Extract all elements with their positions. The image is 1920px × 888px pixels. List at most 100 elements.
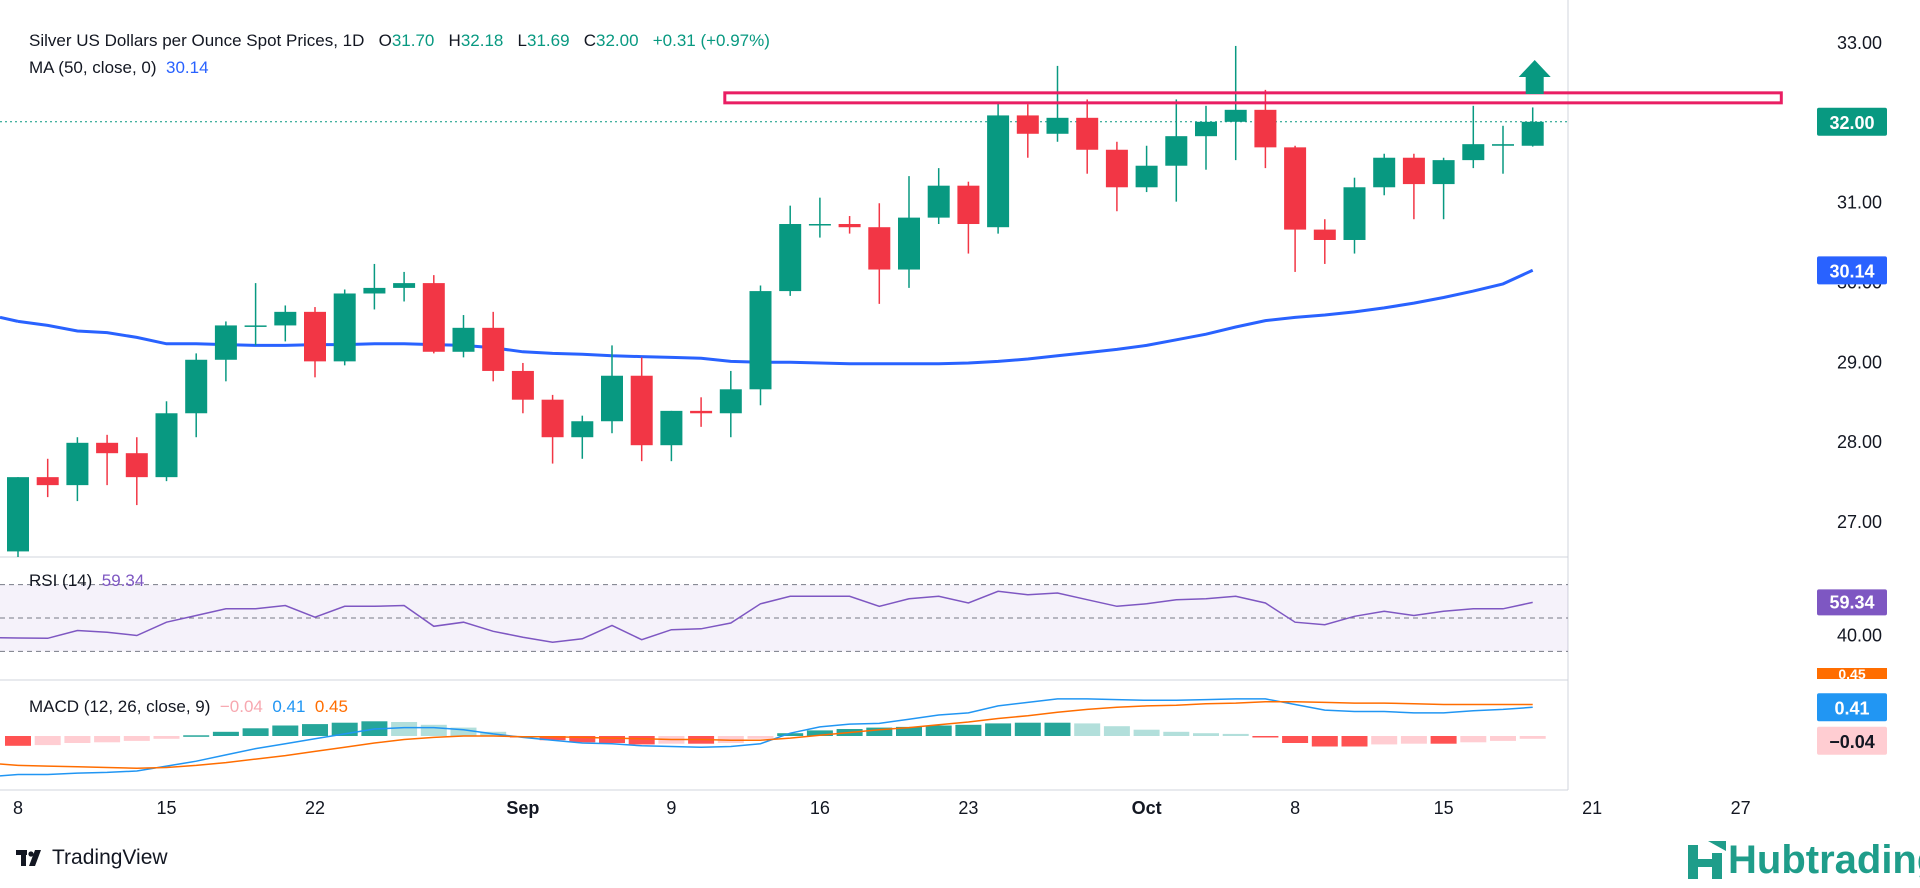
macd-hist-bar bbox=[1519, 736, 1546, 739]
price-tick-label: 28.00 bbox=[1837, 432, 1882, 452]
rsi-line bbox=[17, 590, 1533, 643]
candle-body bbox=[1135, 165, 1158, 188]
high-value: 32.18 bbox=[460, 31, 504, 50]
candle-body bbox=[987, 115, 1010, 228]
macd-legend: MACD (12, 26, close, 9) −0.04 0.41 0.45 bbox=[29, 697, 348, 717]
candle-body bbox=[660, 410, 683, 446]
candle-body bbox=[749, 291, 772, 390]
x-tick-label: 22 bbox=[305, 798, 325, 818]
macd-hist-bar bbox=[242, 728, 269, 736]
ma-badge: 30.14 bbox=[1829, 261, 1874, 281]
macd-hist-bar bbox=[1252, 736, 1279, 738]
candle-body bbox=[630, 375, 653, 446]
candle-body bbox=[1313, 229, 1336, 240]
price-tick-label: 29.00 bbox=[1837, 352, 1882, 372]
candle-body bbox=[1462, 144, 1485, 161]
ma50-line bbox=[17, 268, 1534, 366]
x-tick-label: Oct bbox=[1132, 798, 1162, 818]
candle-body bbox=[719, 389, 742, 414]
candle-body bbox=[1521, 121, 1544, 146]
candle-body bbox=[571, 421, 594, 438]
candle-body bbox=[838, 224, 861, 228]
macd-hist-bar bbox=[925, 725, 952, 736]
candle-body bbox=[1224, 109, 1247, 122]
macd-hist-bar bbox=[183, 735, 210, 737]
macd-hist-bar bbox=[34, 736, 61, 746]
low-value: 31.69 bbox=[527, 31, 570, 50]
x-tick-label: Sep bbox=[506, 798, 539, 818]
macd-hist-bar bbox=[866, 727, 893, 736]
macd-hist-bar bbox=[391, 722, 418, 736]
macd-hist-bar bbox=[1044, 722, 1071, 736]
tradingview-wordmark: TradingView bbox=[52, 846, 168, 869]
candle-body bbox=[1432, 160, 1455, 185]
macd-hist-bar bbox=[985, 723, 1012, 736]
candle-body bbox=[125, 453, 148, 478]
macd-hist-bar bbox=[1341, 736, 1368, 747]
candle-body bbox=[185, 359, 208, 414]
macd-hist-bar bbox=[569, 736, 596, 743]
candle-body bbox=[1343, 187, 1366, 240]
hist-badge: −0.04 bbox=[1829, 732, 1875, 752]
candle-body bbox=[1254, 109, 1277, 148]
x-tick-label: 27 bbox=[1731, 798, 1751, 818]
ma-label: MA (50, close, 0) bbox=[29, 58, 157, 77]
macd-line-edge bbox=[0, 773, 19, 777]
rsi-badge: 59.34 bbox=[1829, 592, 1874, 612]
ma-legend: MA (50, close, 0) 30.14 bbox=[29, 58, 209, 78]
macd-hist-bar bbox=[777, 733, 804, 736]
price-tick-label: 33.00 bbox=[1837, 33, 1882, 53]
signal-badge-partial bbox=[1817, 668, 1887, 679]
macd-hist-bar bbox=[272, 725, 299, 736]
tradingview-logo: TradingView bbox=[16, 846, 168, 870]
macd-hist-value: −0.04 bbox=[219, 697, 263, 716]
macd-hist-bar bbox=[539, 736, 566, 741]
signal-line bbox=[17, 700, 1533, 769]
candle-body bbox=[1402, 157, 1425, 185]
macd-hist-bar bbox=[806, 730, 833, 736]
macd-signal-value: 0.45 bbox=[314, 697, 348, 716]
candle-body bbox=[244, 325, 267, 327]
hubtrading-logo: Hubtrading bbox=[1686, 838, 1920, 883]
candle-body bbox=[333, 293, 356, 362]
macd-hist-bar bbox=[599, 736, 625, 743]
macd-hist-bar bbox=[1400, 736, 1427, 744]
candle-body bbox=[927, 185, 950, 218]
macd-hist-bar bbox=[450, 727, 477, 736]
candle-body bbox=[422, 283, 445, 352]
macd-hist-bar bbox=[1430, 736, 1457, 744]
macd-hist-bar bbox=[955, 724, 982, 736]
candle-body bbox=[393, 283, 416, 288]
candle-body bbox=[1492, 144, 1514, 146]
macd-hist-bar bbox=[302, 724, 328, 736]
ma-value: 30.14 bbox=[166, 58, 209, 77]
candle-body bbox=[7, 477, 29, 552]
up-arrow bbox=[1518, 60, 1551, 94]
macd-badge: 0.41 bbox=[1834, 698, 1869, 718]
macd-hist-bar bbox=[420, 724, 447, 736]
macd-line-value: 0.41 bbox=[272, 697, 306, 716]
macd-hist-bar bbox=[1014, 722, 1041, 736]
candle-body bbox=[808, 224, 831, 226]
change-value: +0.31 (+0.97%) bbox=[652, 31, 770, 50]
tradingview-icon bbox=[16, 850, 41, 866]
candle-body bbox=[541, 399, 564, 438]
macd-label: MACD (12, 26, close, 9) bbox=[29, 697, 211, 716]
candle-body bbox=[214, 325, 237, 360]
macd-hist-bar bbox=[1074, 723, 1101, 736]
hubtrading-icon bbox=[1688, 840, 1726, 879]
candle-body bbox=[690, 410, 713, 414]
open-value: 31.70 bbox=[391, 31, 435, 50]
rsi-value: 59.34 bbox=[101, 571, 145, 590]
macd-hist-bar bbox=[153, 736, 180, 739]
close-value: 32.00 bbox=[596, 31, 639, 50]
price-badge: 32.00 bbox=[1829, 113, 1874, 133]
price-badge-bg bbox=[1817, 107, 1887, 136]
candle-body bbox=[96, 442, 119, 454]
x-tick-label: 23 bbox=[958, 798, 978, 818]
candle-body bbox=[482, 327, 505, 371]
macd-hist-bar bbox=[628, 736, 655, 745]
candle-body bbox=[304, 311, 326, 362]
candle-body bbox=[452, 327, 475, 352]
macd-hist-bar bbox=[64, 736, 91, 743]
